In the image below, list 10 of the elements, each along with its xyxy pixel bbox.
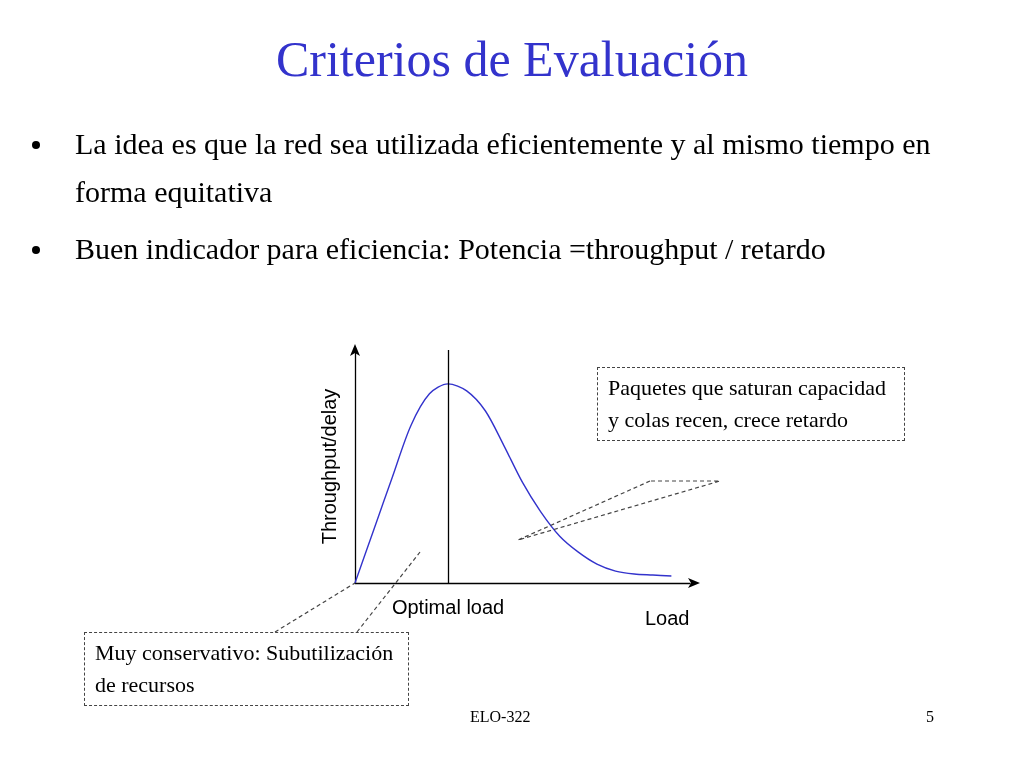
annotation: Paquetes que saturan capacidad y colas recen, crece retardo bbox=[597, 367, 905, 441]
text: Muy conservativo: Subutilización de recursos bbox=[84, 632, 409, 706]
x-axis-title: Load bbox=[645, 607, 690, 629]
text: 5 bbox=[926, 708, 934, 726]
text: Optimal load bbox=[391, 596, 505, 618]
y-axis-title: Throughput/delay bbox=[318, 388, 340, 545]
text: La idea es que la red sea utilizada eficientemente y al mismo tiempo en forma equitativa bbox=[74, 126, 932, 210]
text: Buen indicador para eficiencia: Potencia =throughput / retardo bbox=[74, 231, 827, 267]
chart-title: Criterios de Evaluación bbox=[274, 30, 750, 88]
text: ELO-322 bbox=[470, 708, 531, 726]
